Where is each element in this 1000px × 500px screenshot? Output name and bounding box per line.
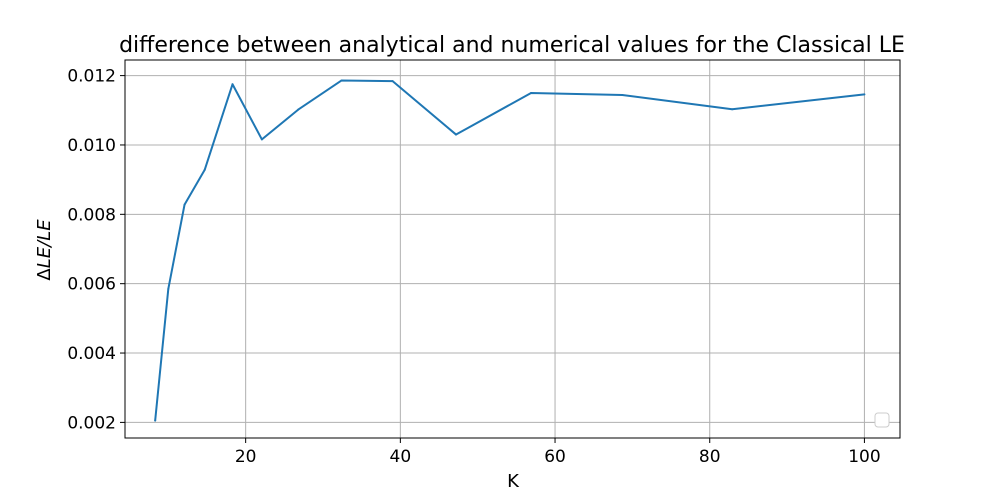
plot-frame	[124, 59, 901, 439]
y-tick-label: 0.012	[67, 67, 116, 87]
series-layer	[154, 79, 866, 422]
ticks: 20 40 60 80 100 0.002 0.004 0.006 0.008 0.010 0.01…	[67, 67, 880, 467]
y-tick-label: 0.010	[67, 136, 116, 156]
chart-title: difference between analytical and numeri…	[119, 33, 905, 58]
y-tick-label: 0.004	[67, 344, 116, 364]
data-point	[154, 419, 157, 422]
x-axis-label: K	[507, 471, 520, 492]
data-point	[231, 83, 234, 86]
x-tick-label: 20	[235, 447, 257, 467]
data-point	[863, 93, 866, 96]
data-point	[297, 108, 300, 111]
data-point	[340, 79, 343, 82]
series-line	[154, 79, 865, 421]
x-tick-label: 60	[544, 447, 566, 467]
x-tick-label: 40	[390, 447, 412, 467]
y-axis-label-main: LE/LE	[34, 219, 55, 268]
data-point	[183, 203, 186, 206]
data-point	[731, 108, 734, 111]
data-point	[530, 91, 533, 94]
data-point	[167, 287, 170, 290]
y-tick-label: 0.002	[67, 413, 116, 433]
x-tick-label: 100	[848, 447, 880, 467]
y-tick-label: 0.008	[67, 205, 116, 225]
data-point	[391, 80, 394, 83]
data-point	[203, 168, 206, 171]
legend-box	[874, 412, 890, 428]
y-axis-label-prefix: Δ	[34, 268, 55, 281]
data-point	[621, 94, 624, 97]
y-tick-label: 0.006	[67, 275, 116, 295]
data-point	[455, 133, 458, 136]
y-axis-label: ΔLE/LE	[34, 219, 55, 281]
grid	[125, 60, 900, 438]
x-tick-label: 80	[699, 447, 721, 467]
data-point	[260, 138, 263, 141]
